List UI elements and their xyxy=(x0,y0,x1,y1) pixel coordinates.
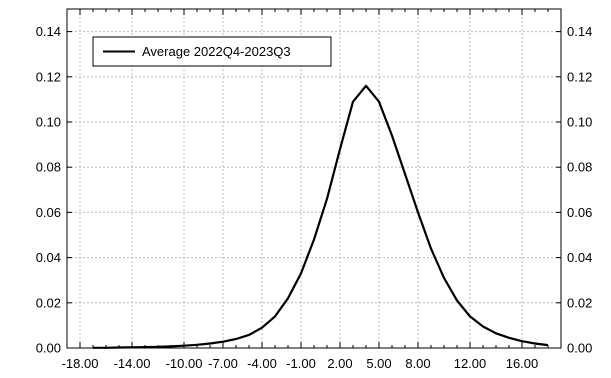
y-tick-label-left: 0.00 xyxy=(36,341,61,356)
x-tick-label: -4.00 xyxy=(247,356,277,371)
x-tick-label: 8.00 xyxy=(405,356,430,371)
y-tick-label-left: 0.06 xyxy=(36,205,61,220)
x-tick-label: -18.00 xyxy=(62,356,99,371)
y-tick-label-right: 0.14 xyxy=(567,24,592,39)
x-tick-label: -14.00 xyxy=(114,356,151,371)
x-tick-label: -10.00 xyxy=(166,356,203,371)
series-lines xyxy=(93,84,549,349)
tick-labels: 0.00 0.00 0.02 0.02 0.04 0.04 0.06 0.06 0.08 0.08… xyxy=(36,24,593,371)
x-tick-label: -7.00 xyxy=(208,356,238,371)
y-tick-label-right: 0.04 xyxy=(567,250,592,265)
y-tick-label-right: 0.06 xyxy=(567,205,592,220)
y-tick-label-right: 0.10 xyxy=(567,115,592,130)
y-tick-label-right: 0.12 xyxy=(567,69,592,84)
y-tick-label-left: 0.02 xyxy=(36,295,61,310)
x-tick-label: 16.00 xyxy=(506,356,539,371)
y-tick-label-right: 0.02 xyxy=(567,295,592,310)
x-tick-label: -1.00 xyxy=(286,356,316,371)
plot-frame xyxy=(66,8,562,349)
y-tick-label-left: 0.08 xyxy=(36,160,61,175)
x-tick-label: 2.00 xyxy=(327,356,352,371)
y-tick-label-left: 0.12 xyxy=(36,69,61,84)
y-tick-label-right: 0.08 xyxy=(567,160,592,175)
y-tick-label-right: 0.00 xyxy=(567,341,592,356)
x-tick-label: 5.00 xyxy=(366,356,391,371)
y-tick-label-left: 0.14 xyxy=(36,24,61,39)
x-tick-label: 12.00 xyxy=(454,356,487,371)
legend-label: Average 2022Q4-2023Q3 xyxy=(142,44,291,59)
y-tick-label-left: 0.04 xyxy=(36,250,61,265)
series-line-0 xyxy=(93,84,549,349)
legend: Average 2022Q4-2023Q3 xyxy=(92,36,332,67)
y-tick-label-left: 0.10 xyxy=(36,115,61,130)
